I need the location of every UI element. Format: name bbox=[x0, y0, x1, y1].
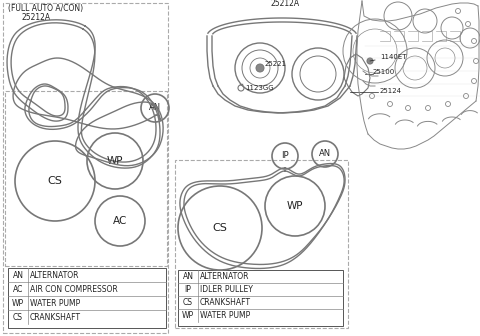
Text: CRANKSHAFT: CRANKSHAFT bbox=[30, 312, 81, 322]
Text: AN: AN bbox=[12, 270, 24, 280]
Text: 25212A: 25212A bbox=[270, 0, 300, 8]
Text: CS: CS bbox=[183, 298, 193, 307]
Text: 25212A: 25212A bbox=[22, 13, 51, 23]
Text: AC: AC bbox=[113, 216, 127, 226]
Text: CS: CS bbox=[213, 223, 228, 233]
Text: ALTERNATOR: ALTERNATOR bbox=[30, 270, 80, 280]
Text: WATER PUMP: WATER PUMP bbox=[200, 311, 250, 320]
Text: AN: AN bbox=[149, 103, 161, 113]
Text: CS: CS bbox=[13, 312, 23, 322]
Text: IDLER PULLEY: IDLER PULLEY bbox=[200, 285, 253, 294]
Circle shape bbox=[256, 64, 264, 72]
Text: WATER PUMP: WATER PUMP bbox=[30, 298, 80, 307]
Bar bbox=[8, 268, 166, 328]
Text: 1123GG: 1123GG bbox=[245, 85, 274, 91]
Text: 25221: 25221 bbox=[265, 61, 287, 67]
Text: CRANKSHAFT: CRANKSHAFT bbox=[200, 298, 251, 307]
Text: 25100: 25100 bbox=[373, 69, 395, 75]
Text: AIR CON COMPRESSOR: AIR CON COMPRESSOR bbox=[30, 285, 118, 294]
Circle shape bbox=[367, 58, 373, 64]
Text: ALTERNATOR: ALTERNATOR bbox=[200, 272, 250, 281]
Text: 1140ET: 1140ET bbox=[380, 54, 407, 60]
Text: AC: AC bbox=[13, 285, 23, 294]
Text: 25124: 25124 bbox=[380, 88, 402, 94]
Text: WP: WP bbox=[107, 156, 123, 166]
Text: WP: WP bbox=[12, 298, 24, 307]
Text: CS: CS bbox=[48, 176, 62, 186]
Text: WP: WP bbox=[287, 201, 303, 211]
Bar bbox=[178, 270, 343, 326]
Text: IP: IP bbox=[281, 152, 289, 161]
Text: AN: AN bbox=[182, 272, 193, 281]
Bar bbox=[3, 3, 168, 333]
Text: IP: IP bbox=[185, 285, 192, 294]
Text: AN: AN bbox=[319, 150, 331, 159]
Text: WP: WP bbox=[182, 311, 194, 320]
Bar bbox=[175, 160, 348, 328]
Text: (FULL AUTO A/CON): (FULL AUTO A/CON) bbox=[8, 3, 83, 12]
Bar bbox=[5, 91, 167, 266]
